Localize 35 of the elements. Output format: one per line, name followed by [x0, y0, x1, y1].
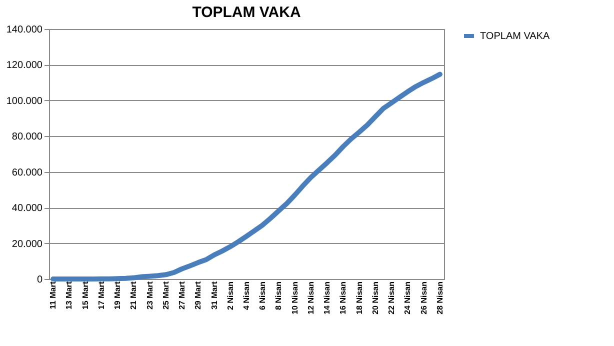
x-tick-label: 27 Mart: [178, 281, 187, 310]
y-tick-label: 100.000: [6, 96, 43, 107]
x-tick-label: 18 Nisan: [354, 281, 364, 314]
x-tick-label: 20 Nisan: [370, 281, 380, 314]
x-tick-label: 11 Mart: [48, 281, 58, 310]
x-tick-label: 15 Mart: [80, 281, 90, 310]
x-tick-label: 22 Nisan: [387, 281, 396, 314]
y-tick-label: 120.000: [6, 60, 43, 72]
x-tick-label: 17 Mart: [96, 281, 106, 310]
x-tick-label: 2 Nisan: [226, 281, 235, 310]
y-tick-label: 0: [36, 274, 43, 286]
y-tick-label: 20.000: [12, 238, 43, 250]
x-tick-label: 24 Nisan: [403, 281, 412, 314]
x-tick-label: 8 Nisan: [274, 281, 284, 310]
x-tick-label: 12 Nisan: [306, 281, 316, 314]
x-tick-label: 31 Mart: [210, 281, 219, 310]
x-tick-label: 16 Nisan: [338, 281, 348, 314]
x-tick-label: 29 Mart: [194, 281, 203, 310]
x-tick-label: 25 Mart: [161, 281, 170, 310]
x-tick-label: 13 Mart: [64, 281, 74, 310]
x-tick-label: 23 Mart: [145, 281, 154, 310]
x-tick-label: 6 Nisan: [258, 281, 268, 310]
x-tick-label: 19 Mart: [113, 281, 122, 310]
x-tick-label: 10 Nisan: [290, 281, 300, 314]
y-tick-label: 60.000: [12, 167, 43, 178]
x-tick-label: 28 Nisan: [435, 281, 444, 314]
y-tick-label: 140.000: [6, 24, 43, 36]
y-tick-label: 40.000: [12, 203, 43, 214]
x-tick-label: 4 Nisan: [242, 281, 251, 310]
legend-label: TOPLAM VAKA: [480, 31, 550, 42]
x-tick-label: 14 Nisan: [322, 281, 332, 314]
y-tick-label: 80.000: [12, 132, 43, 143]
x-tick-label: 26 Nisan: [419, 281, 428, 314]
chart-title: TOPLAM VAKA: [192, 4, 301, 21]
x-tick-label: 21 Mart: [129, 281, 138, 310]
